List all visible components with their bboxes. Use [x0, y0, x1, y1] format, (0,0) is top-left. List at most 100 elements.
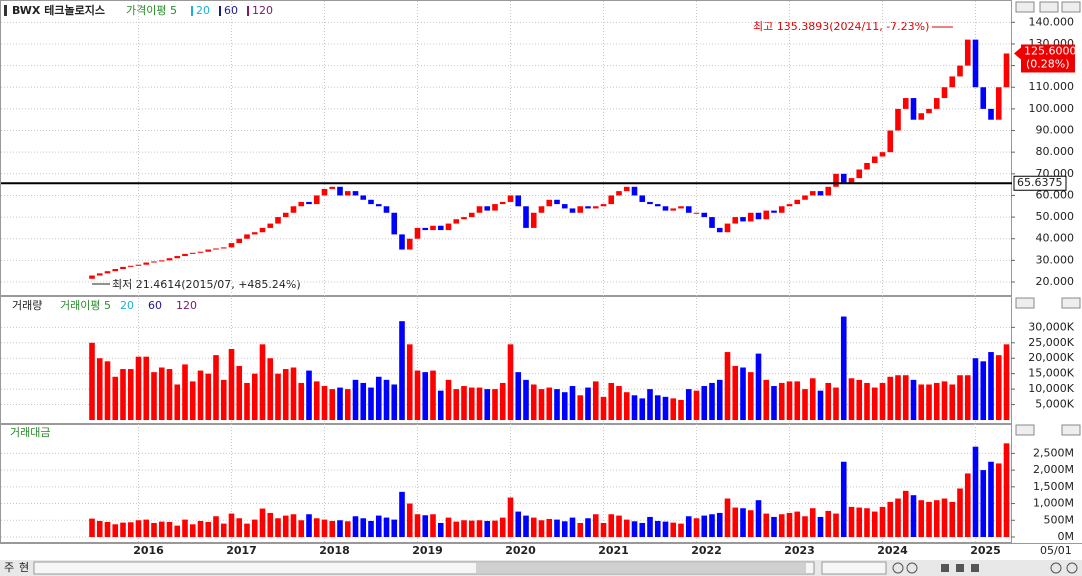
button-current[interactable]: 현	[19, 561, 29, 574]
candle	[182, 253, 188, 257]
amount-bar	[910, 495, 917, 537]
amount-bar	[515, 511, 522, 537]
button[interactable]	[1061, 297, 1081, 309]
candle	[988, 108, 994, 120]
volume-bar	[585, 387, 591, 420]
volume-bar	[189, 381, 196, 420]
candle	[670, 208, 677, 211]
candle	[89, 275, 95, 279]
volume-bar	[709, 382, 715, 420]
volume-bar	[623, 392, 630, 420]
volume-bar	[158, 367, 165, 420]
y-tick-label: 2,500M	[1033, 446, 1074, 459]
amount-bar	[569, 517, 576, 537]
volume-bar	[740, 367, 746, 420]
volume-bar	[933, 382, 940, 420]
zoom-slider[interactable]	[821, 561, 887, 575]
candle	[282, 212, 289, 218]
volume-bar	[492, 389, 498, 420]
panel-buttons[interactable]	[1015, 1, 1081, 436]
volume-bar	[383, 379, 390, 420]
button-week[interactable]: 주	[4, 561, 14, 574]
volume-legend-ma: 거래이평 5	[60, 299, 111, 312]
volume-bar	[306, 370, 312, 420]
button[interactable]	[1015, 424, 1035, 436]
amount-bar	[778, 514, 785, 537]
icon[interactable]	[971, 564, 979, 572]
button[interactable]	[1015, 1, 1035, 13]
candle	[236, 238, 243, 244]
candle	[778, 206, 785, 213]
volume-bar	[685, 389, 692, 420]
button[interactable]	[1061, 1, 1081, 13]
candle	[290, 206, 297, 213]
amount-bar	[740, 508, 746, 537]
volume-bar	[360, 382, 367, 420]
amount-bar	[96, 520, 103, 537]
amount-bar	[794, 511, 801, 537]
candle	[267, 223, 274, 228]
candle	[251, 232, 258, 235]
amount-bar	[414, 514, 421, 537]
y-tick-label: 90.000	[1036, 124, 1075, 137]
candle	[995, 87, 1002, 120]
candle	[151, 261, 157, 263]
y-tick-label: 5,000K	[1035, 398, 1074, 411]
volume-bar	[600, 396, 607, 420]
amount-bar	[546, 518, 553, 537]
candle	[453, 219, 460, 224]
amount-bar	[89, 518, 95, 537]
amount-bar	[902, 490, 909, 537]
price-tag-arrow	[1014, 47, 1021, 60]
volume-bar	[352, 379, 359, 420]
volume-bar	[864, 382, 870, 420]
volume-bar	[259, 344, 266, 420]
button[interactable]	[1015, 297, 1035, 309]
candle	[825, 186, 832, 196]
icon[interactable]	[1050, 562, 1062, 574]
amount-bar	[771, 516, 777, 537]
icon[interactable]	[906, 562, 918, 574]
volume-legend-label: 20	[120, 299, 134, 312]
candle	[654, 204, 661, 207]
icon[interactable]	[1066, 562, 1078, 574]
volume-bar	[298, 382, 305, 420]
candle	[693, 212, 700, 214]
volume-bar	[825, 382, 832, 420]
candle	[631, 186, 638, 196]
volume-bar	[236, 365, 243, 420]
icon[interactable]	[941, 564, 949, 572]
candle	[755, 212, 762, 220]
candle	[561, 204, 568, 209]
icon[interactable]	[892, 562, 904, 574]
candle	[213, 248, 219, 250]
candle	[933, 98, 940, 109]
toolbar-icons[interactable]	[892, 562, 1078, 574]
candle	[344, 191, 351, 196]
icon[interactable]	[956, 564, 964, 572]
amount-bar	[631, 521, 638, 537]
amount-bar	[368, 520, 374, 537]
candle	[856, 169, 863, 179]
scroll-thumb[interactable]	[476, 563, 806, 573]
volume-bar	[879, 382, 886, 420]
amount-bar	[585, 518, 591, 537]
candle	[786, 204, 793, 207]
candle	[499, 201, 506, 205]
button[interactable]	[1039, 1, 1059, 13]
volume-bar	[732, 365, 739, 420]
candle	[375, 204, 382, 207]
amount-bar	[313, 518, 320, 537]
amount-bar	[383, 517, 390, 537]
candle	[732, 217, 739, 224]
candle	[321, 188, 328, 196]
volume-bar	[902, 375, 909, 420]
amount-bar	[468, 520, 475, 537]
amount-bar	[530, 517, 537, 537]
volume-bar	[840, 316, 847, 420]
amount-bar	[949, 501, 956, 537]
volume-bar	[476, 387, 483, 420]
button[interactable]	[1061, 424, 1081, 436]
amount-bar	[895, 498, 901, 537]
candle	[569, 208, 576, 213]
